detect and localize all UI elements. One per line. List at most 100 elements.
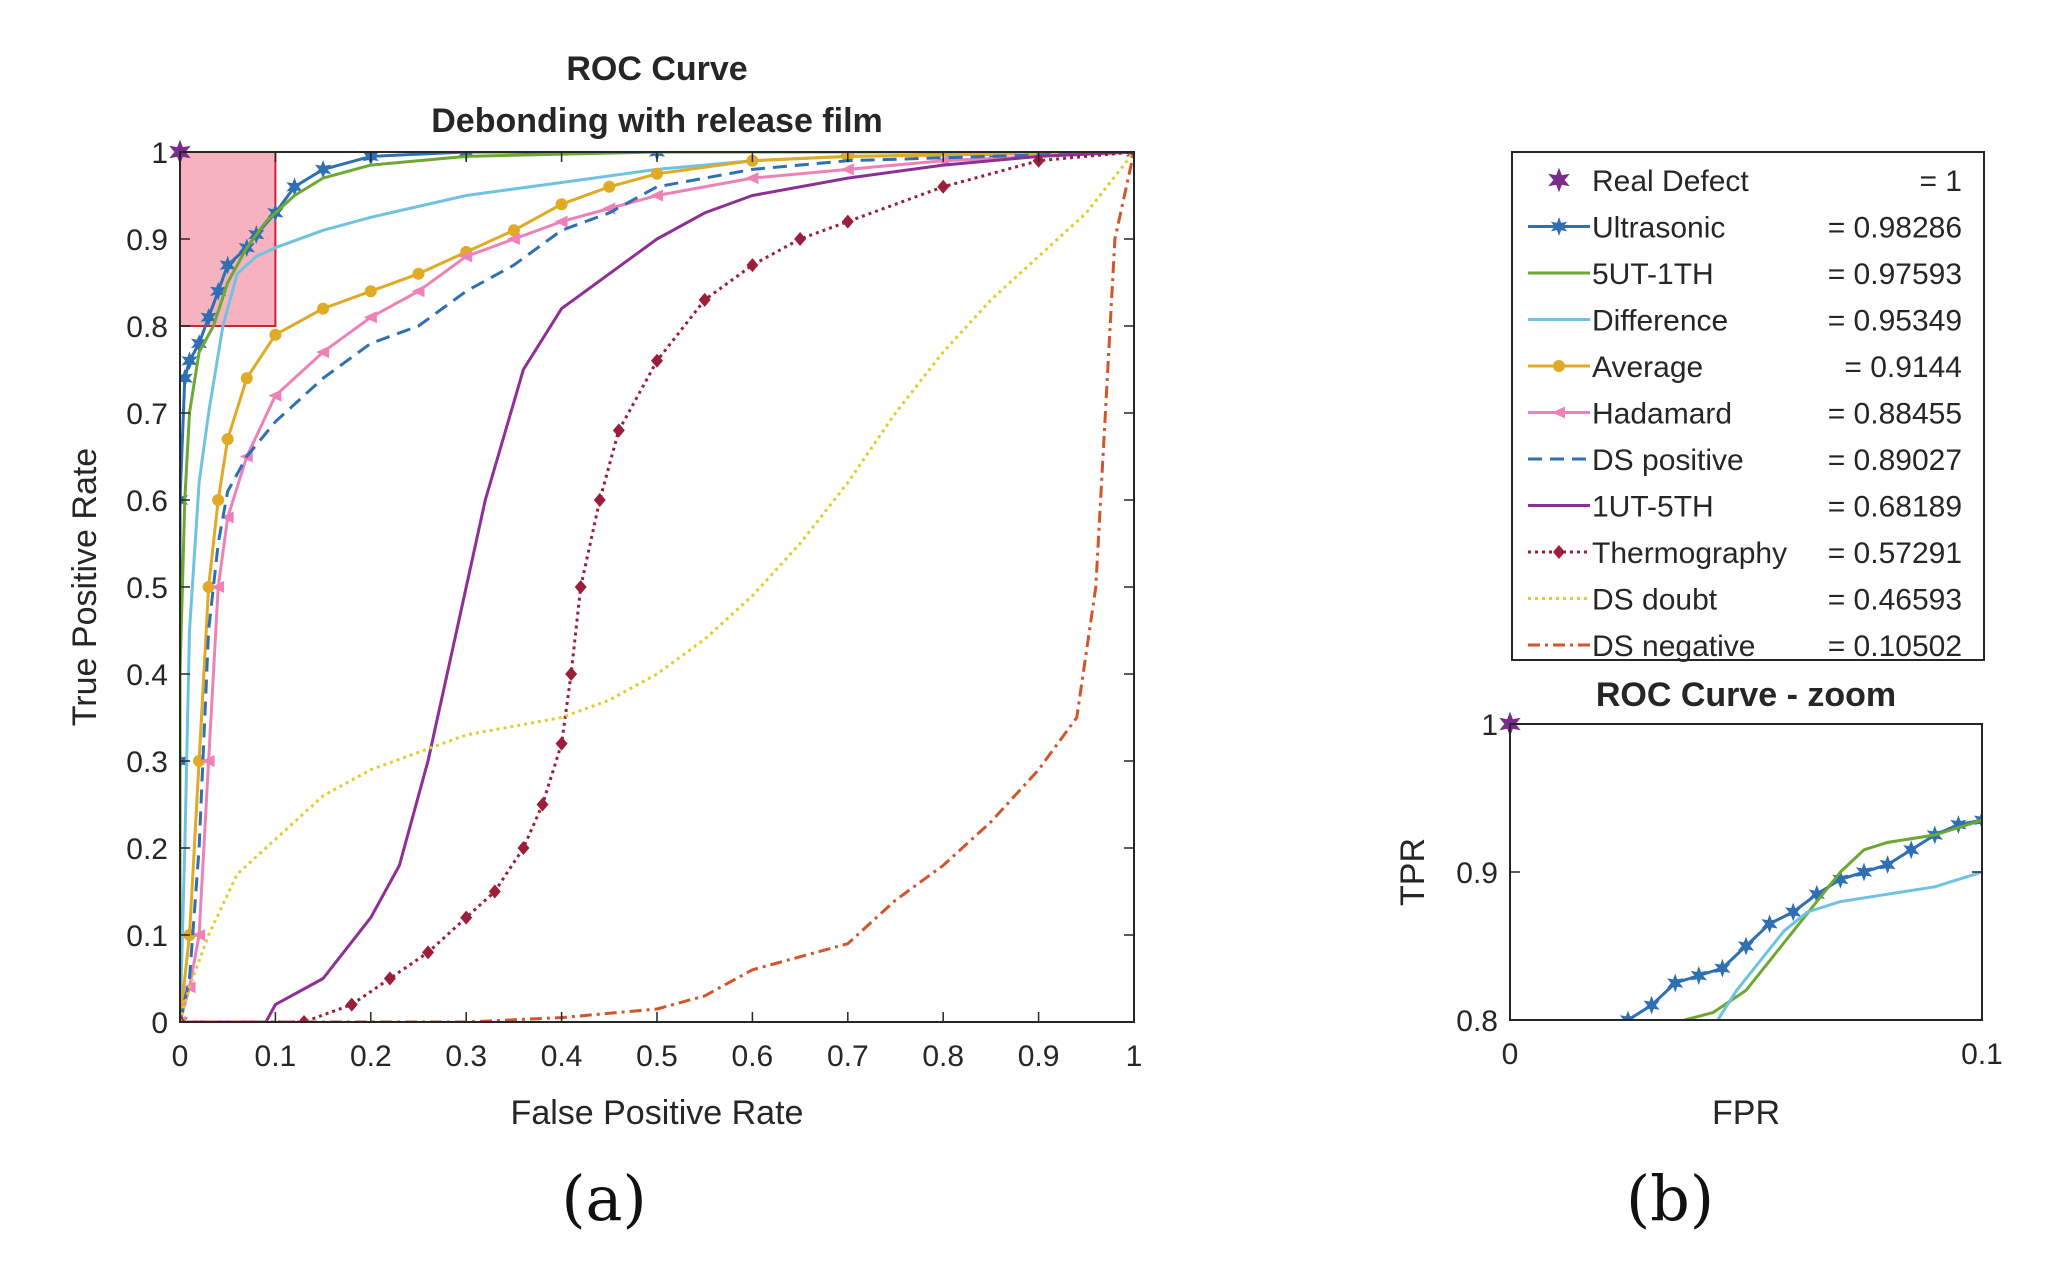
legend-item-average-marker: [1553, 360, 1565, 372]
main-series-thermography-marker: [345, 997, 358, 1012]
main-y-tick-label: 0.6: [126, 485, 168, 518]
main-series-thermography-marker: [651, 353, 663, 368]
main-series-difference-line: [180, 152, 1134, 1022]
main-series-hadamard-marker: [650, 189, 663, 202]
zoom-y-tick-label: 0.8: [1456, 1005, 1498, 1038]
legend-item-real-defect-marker: [1548, 167, 1570, 193]
axis-ticks-main: 0 0.1 0.2 0.3 0.4 0.5 0.6 0.7 0.8 0.9 1 0 0.1 0.2 0.3 0…: [126, 137, 1142, 1073]
legend-item-ds-negative-value: = 0.10502: [1828, 630, 1962, 663]
legend-item-difference-value: = 0.95349: [1828, 305, 1962, 338]
main-series-hadamard-marker: [554, 215, 568, 228]
zoom-x-tick-label: 0.1: [1961, 1038, 2003, 1071]
zoom-series-clip: [1619, 810, 1982, 1020]
series-group-main: [169, 139, 1134, 1022]
main-series-hadamard-marker: [745, 172, 759, 185]
zoom-series-ultrasonic-marker: [1714, 958, 1731, 978]
zoom-series-ultrasonic-marker: [1737, 936, 1755, 956]
zoom-series-ultrasonic-marker: [1785, 902, 1802, 922]
legend: Real Defect = 1 Ultrasonic = 0.98286 5UT-1TH…: [1511, 151, 1985, 663]
main-series-ds-doubt-line: [180, 152, 1134, 1022]
main-series-thermography-marker: [565, 667, 578, 681]
main-series-thermography-marker: [517, 841, 530, 855]
main-series-average-marker: [603, 180, 616, 193]
main-series-hadamard-marker: [316, 346, 330, 359]
main-series-average-marker: [317, 302, 330, 315]
legend-item-average-value: = 0.9144: [1844, 351, 1962, 384]
legend-item-ds-positive: DS positive = 0.89027: [1528, 444, 1962, 477]
legend-items: Real Defect = 1 Ultrasonic = 0.98286 5UT-1TH…: [1528, 165, 1962, 663]
legend-item-1ut-5th-value: = 0.68189: [1828, 491, 1962, 524]
legend-item-average: Average = 0.9144: [1528, 351, 1962, 384]
main-series-5ut-1th-line: [180, 152, 1134, 1022]
legend-item-5ut-1th-value: = 0.97593: [1828, 258, 1962, 291]
legend-item-ds-doubt-label: DS doubt: [1592, 584, 1718, 617]
main-y-tick-label: 0.4: [126, 659, 168, 692]
zoom-region-highlight: [179, 151, 277, 327]
main-series-ultrasonic-line: [180, 152, 1134, 1022]
main-x-tick-label: 0.9: [1018, 1040, 1060, 1073]
zoom-x-axis-label: FPR: [1712, 1094, 1780, 1132]
main-y-tick-label: 0.9: [126, 224, 168, 257]
main-series-average-marker: [651, 167, 663, 180]
main-series-thermography-marker: [698, 292, 711, 307]
zoom-series-ultrasonic-marker: [1832, 869, 1849, 889]
axis-ticks-zoom: 0 0.1 0.8 0.9 1: [1456, 709, 2003, 1071]
zoom-series-ultrasonic-marker: [1667, 973, 1684, 993]
main-series-average-line: [180, 152, 1134, 1022]
legend-item-difference: Difference = 0.95349: [1528, 305, 1962, 338]
main-series-ultrasonic-marker: [181, 351, 198, 371]
legend-box: [1511, 151, 1985, 661]
legend-item-difference-label: Difference: [1592, 305, 1728, 338]
main-y-tick-label: 0.3: [126, 746, 168, 779]
zoom-series-difference-line: [1716, 870, 1982, 1020]
main-series-thermography-marker: [422, 945, 435, 960]
main-series-average-marker: [202, 581, 215, 593]
chart-subtitle: Debonding with release film: [431, 102, 883, 140]
zoom-plot-area-frame: [1509, 723, 1983, 1021]
zoom-y-tick-label: 0.9: [1456, 857, 1498, 890]
main-series-thermography-marker: [488, 884, 501, 899]
zoom-series-ultrasonic-marker: [1903, 840, 1920, 860]
main-x-tick-label: 0.4: [541, 1040, 583, 1073]
main-series-ds-negative-line: [180, 152, 1134, 1022]
main-series-thermography-marker: [612, 423, 625, 438]
panel-label-b: (b): [1626, 1162, 1714, 1235]
legend-item-ultrasonic-label: Ultrasonic: [1592, 212, 1725, 245]
legend-item-thermography-label: Thermography: [1592, 537, 1787, 570]
legend-item-1ut-5th: 1UT-5TH = 0.68189: [1528, 491, 1962, 524]
legend-item-ds-positive-label: DS positive: [1592, 444, 1744, 477]
main-series-hadamard-marker: [506, 233, 520, 245]
legend-item-hadamard-label: Hadamard: [1592, 398, 1732, 431]
main-x-tick-label: 0.1: [255, 1040, 297, 1073]
main-series-hadamard-marker: [268, 389, 282, 402]
main-y-tick-label: 0: [151, 1007, 168, 1040]
zoom-x-tick-label: 0: [1502, 1038, 1519, 1071]
zoom-series-ultrasonic-marker: [1619, 1010, 1637, 1020]
main-series-thermography-marker: [593, 493, 606, 507]
main-series-clip: [180, 152, 1134, 1022]
main-series-thermography-marker: [460, 910, 473, 925]
legend-item-hadamard-marker: [1552, 406, 1565, 419]
legend-item-ds-negative: DS negative = 0.10502: [1528, 630, 1962, 663]
legend-item-ds-negative-label: DS negative: [1592, 630, 1755, 663]
main-x-tick-label: 0.6: [732, 1040, 774, 1073]
legend-item-average-label: Average: [1592, 351, 1703, 384]
main-series-hadamard-marker: [220, 511, 234, 524]
main-series-thermography-marker: [383, 971, 396, 986]
legend-item-5ut-1th: 5UT-1TH = 0.97593: [1528, 258, 1962, 291]
main-series-thermography-marker: [574, 580, 587, 594]
zoom-y-axis-label: TPR: [1394, 838, 1432, 906]
y-axis-label: True Positive Rate: [66, 448, 104, 726]
legend-item-real-defect-label: Real Defect: [1592, 165, 1749, 198]
main-series-hadamard-marker: [201, 755, 215, 767]
legend-item-1ut-5th-label: 1UT-5TH: [1592, 491, 1714, 524]
main-y-tick-label: 0.2: [126, 833, 168, 866]
main-series-hadamard-line: [180, 152, 1134, 1022]
zoom-series-ultrasonic-marker: [1690, 966, 1707, 986]
main-x-tick-label: 1: [1126, 1040, 1143, 1073]
legend-item-ultrasonic-marker: [1550, 217, 1568, 236]
main-series-1ut-5th-line: [180, 152, 1134, 1022]
main-series-average-marker: [412, 267, 425, 280]
main-series-average-marker: [212, 494, 225, 506]
